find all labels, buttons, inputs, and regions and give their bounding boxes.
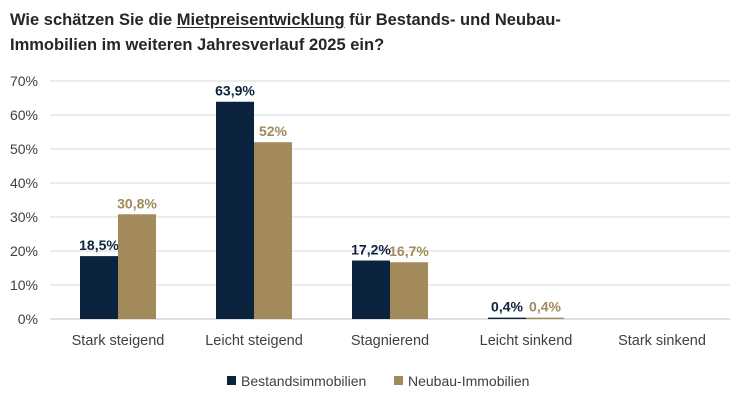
legend-label: Neubau-Immobilien bbox=[408, 373, 529, 389]
x-tick-label: Stagnierend bbox=[351, 333, 429, 349]
y-tick-label: 0% bbox=[18, 311, 38, 327]
bar-neubau bbox=[526, 317, 564, 319]
title-emphasis: Mietpreisentwicklung bbox=[176, 11, 345, 29]
bar-bestand bbox=[488, 317, 526, 319]
title-part2: für Bestands- und Neubau- bbox=[344, 11, 561, 29]
data-label: 18,5% bbox=[79, 237, 119, 253]
x-tick-label: Leicht steigend bbox=[205, 333, 303, 349]
legend-label: Bestandsimmobilien bbox=[241, 373, 366, 389]
bar-neubau bbox=[390, 262, 428, 319]
data-label: 30,8% bbox=[117, 195, 157, 211]
y-tick-label: 10% bbox=[10, 277, 38, 293]
chart-title: Wie schätzen Sie die Mietpreisentwicklun… bbox=[10, 8, 730, 58]
bar-neubau bbox=[254, 142, 292, 319]
y-tick-label: 40% bbox=[10, 175, 38, 191]
bar-bestand bbox=[80, 256, 118, 319]
y-tick-label: 50% bbox=[10, 141, 38, 157]
y-tick-label: 70% bbox=[10, 73, 38, 89]
y-tick-label: 20% bbox=[10, 243, 38, 259]
bar-neubau bbox=[118, 214, 156, 319]
bar-bestand bbox=[216, 101, 254, 320]
data-label: 63,9% bbox=[215, 83, 255, 99]
legend-swatch bbox=[227, 376, 236, 385]
bar-bestand bbox=[352, 260, 390, 319]
x-tick-label: Stark steigend bbox=[72, 333, 165, 349]
y-tick-label: 60% bbox=[10, 107, 38, 123]
data-label: 0,4% bbox=[491, 299, 523, 315]
data-label: 17,2% bbox=[351, 242, 391, 258]
data-label: 16,7% bbox=[389, 243, 429, 259]
title-part1: Wie schätzen Sie die bbox=[10, 11, 177, 29]
data-label: 52% bbox=[259, 123, 288, 139]
data-label: 0,4% bbox=[529, 299, 561, 315]
x-tick-label: Leicht sinkend bbox=[480, 333, 573, 349]
y-tick-label: 30% bbox=[10, 209, 38, 225]
legend-swatch bbox=[394, 376, 403, 385]
title-line2: Immobilien im weiteren Jahresverlauf 202… bbox=[10, 36, 385, 54]
x-tick-label: Stark sinkend bbox=[618, 333, 706, 349]
